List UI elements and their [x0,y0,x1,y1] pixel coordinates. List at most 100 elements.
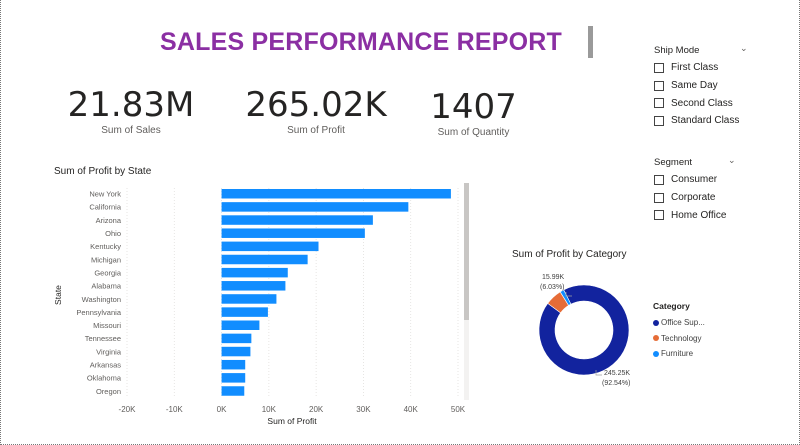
data-label-leader [595,370,602,376]
slicer-option-standard-class[interactable]: Standard Class [654,112,754,130]
slicer-option-second-class[interactable]: Second Class [654,94,754,112]
bar-michigan[interactable] [221,254,308,265]
legend-label: Technology [661,333,702,343]
bar-oregon[interactable] [221,386,245,396]
legend-label: Furniture [661,349,694,359]
bar-pennsylvania[interactable] [221,307,268,317]
slicer-option-label: Consumer [671,174,718,186]
donut-slice-office-sup[interactable] [538,284,630,376]
x-tick-label: -20K [119,405,137,414]
kpi-sales-label: Sum of Sales [101,125,161,136]
legend-dot [653,350,659,357]
x-tick-label: -10K [166,405,184,414]
segment-slicer-header[interactable]: Segment ⌄ [654,155,744,171]
slicer-option-label: Same Day [671,80,718,92]
checkbox[interactable] [654,62,664,73]
data-label-technology-value: 15.99K [542,274,565,281]
segment-slicer: Segment ⌄ Consumer Corporate Home Office [654,155,744,224]
x-tick-label: 30K [356,405,371,414]
slicer-option-home-office[interactable]: Home Office [654,206,744,224]
category-label: Washington [82,295,121,304]
bar-new-york[interactable] [221,189,451,199]
category-label: Georgia [94,268,122,277]
slicer-option-label: Corporate [671,192,716,204]
bar-kentucky[interactable] [221,241,319,252]
x-tick-label: 50K [451,405,466,414]
kpi-quantity-label: Sum of Quantity [437,127,510,138]
checkbox[interactable] [654,174,664,185]
x-tick-label: 10K [262,405,277,414]
donut-chart-title: Sum of Profit by Category [512,249,627,260]
legend-label: Office Sup... [661,318,705,328]
bar-chart-title: Sum of Profit by State [54,166,152,177]
kpi-profit-label: Sum of Profit [287,125,345,136]
category-label: Michigan [91,255,121,264]
slicer-option-label: Home Office [671,209,727,221]
category-label: Oregon [96,387,121,396]
legend-item-furniture[interactable]: Furniture [653,346,705,362]
bar-oklahoma[interactable] [221,373,246,383]
kpi-card-sales[interactable]: 21.83M Sum of Sales [61,86,201,136]
kpi-card-quantity[interactable]: 1407 Sum of Quantity [416,88,531,138]
category-label: Tennessee [85,334,121,343]
category-label: Alabama [91,282,121,291]
x-tick-label: 40K [404,405,419,414]
category-label: Kentucky [90,242,121,251]
checkbox[interactable] [654,192,664,203]
chevron-down-icon[interactable]: ⌄ [728,155,736,165]
slicer-option-label: Second Class [671,97,733,109]
checkbox[interactable] [654,115,664,126]
ship-mode-slicer-header[interactable]: Ship Mode ⌄ [654,43,754,59]
legend-item-technology[interactable]: Technology [653,331,705,347]
checkbox[interactable] [654,210,664,221]
ship-mode-slicer-title: Ship Mode [654,45,700,56]
bar-virginia[interactable] [221,346,251,357]
donut-legend: Category Office Sup... Technology Furnit… [653,301,705,362]
slicer-option-consumer[interactable]: Consumer [654,171,744,189]
legend-dot [653,335,659,342]
scrollbar-thumb[interactable] [464,183,469,320]
data-label-leader [565,292,572,297]
x-tick-label: 20K [309,405,324,414]
checkbox[interactable] [654,80,664,91]
y-axis-title: State [53,285,63,305]
x-axis-title: Sum of Profit [267,416,317,426]
category-label: Arizona [96,216,122,225]
legend-title: Category [653,301,690,311]
bar-missouri[interactable] [221,320,260,331]
slicer-option-first-class[interactable]: First Class [654,59,754,77]
data-label-office-value: 245.25K [604,370,630,377]
bar-arkansas[interactable] [221,359,246,370]
ship-mode-slicer: Ship Mode ⌄ First Class Same Day Second … [654,43,754,130]
report-title: SALES PERFORMANCE REPORT [159,28,563,56]
bar-tennessee[interactable] [221,333,252,344]
bar-california[interactable] [221,202,409,212]
title-decoration-bar [588,26,593,58]
segment-slicer-title: Segment [654,157,693,168]
bar-ohio[interactable] [221,228,365,238]
legend-item-office-supplies[interactable]: Office Sup... [653,315,705,331]
bar-georgia[interactable] [221,267,288,278]
legend-dot [653,319,659,326]
data-label-technology-percent: (6.03%) [540,284,565,291]
x-tick-label: 0K [217,405,227,414]
category-label: Missouri [93,321,121,330]
kpi-profit-value: 265.02K [245,85,387,125]
kpi-card-profit[interactable]: 265.02K Sum of Profit [241,86,391,136]
bar-alabama[interactable] [221,281,286,291]
chevron-down-icon[interactable]: ⌄ [740,43,748,53]
slicer-option-corporate[interactable]: Corporate [654,189,744,207]
kpi-quantity-value: 1407 [430,87,517,127]
category-label: Pennsylvania [76,308,121,317]
bar-arizona[interactable] [221,215,373,225]
slicer-option-label: First Class [671,62,719,74]
category-label: New York [89,190,121,199]
profit-by-category-donut[interactable] [538,284,630,376]
checkbox[interactable] [654,98,664,109]
slicer-option-same-day[interactable]: Same Day [654,77,754,95]
category-label: Oklahoma [87,374,122,383]
bar-washington[interactable] [221,294,277,304]
donut-slice-furniture[interactable] [559,289,572,306]
